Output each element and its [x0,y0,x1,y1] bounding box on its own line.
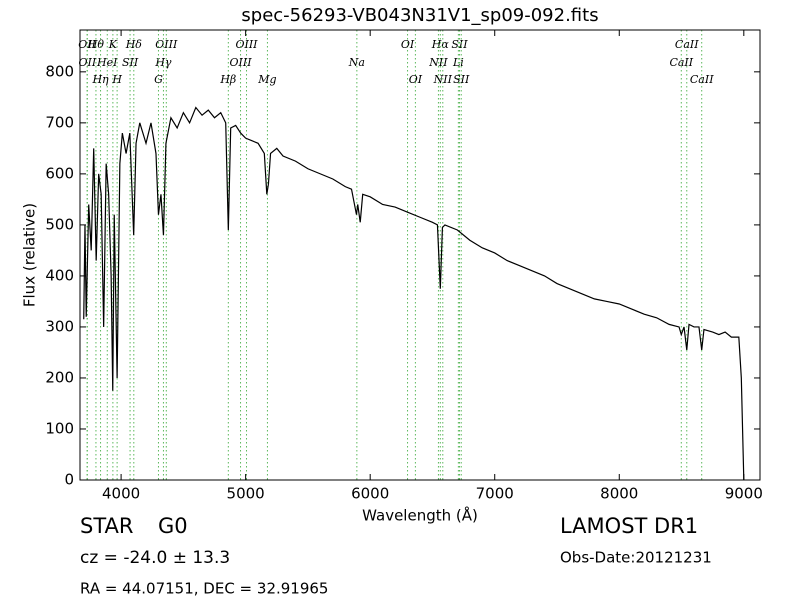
spectral-line-label: OI [409,73,423,86]
spectral-line-label: Hη [91,73,109,86]
spectral-line-label: OII [78,38,96,51]
x-tick-label: 6000 [351,485,389,503]
x-tick-label: 8000 [600,485,638,503]
redshift: cz = -24.0 ± 13.3 [80,548,230,568]
spectral-line-label: SII [122,56,139,69]
spectral-line-label: HeI [96,56,118,69]
x-tick-label: 4000 [102,485,140,503]
spectral-line-label: H [111,73,122,86]
x-tick-label: 7000 [476,485,514,503]
spectral-line-label: Hγ [154,56,172,69]
y-tick-label: 800 [45,62,74,80]
subclass: G0 [158,514,188,538]
y-tick-label: 500 [45,215,74,233]
spectral-line-label: Hθ [87,38,105,51]
spectral-line-label: CaII [675,38,699,51]
spectral-line-label: G [154,73,163,86]
spectral-line-label: CaII [690,73,714,86]
spectral-line-label: OIII [230,56,253,69]
y-tick-label: 300 [45,317,74,335]
spectral-line-label: Li [452,56,464,69]
spectral-line-label: Hα [431,38,450,51]
spectral-line-label: OIII [235,38,258,51]
y-tick-label: 600 [45,164,74,182]
spectral-line-label: NII [428,56,448,69]
spectral-line-label: Mg [257,73,276,86]
obs-date: Obs-Date:20121231 [560,549,712,567]
spectral-line-label: SII [451,38,468,51]
spectral-line-label: Hδ [125,38,143,51]
spectral-line-label: NII [433,73,453,86]
y-tick-label: 700 [45,113,74,131]
y-tick-label: 200 [45,368,74,386]
spectral-line-label: OIII [155,38,178,51]
object-class: STAR [80,514,133,538]
y-axis-label: Flux (relative) [21,203,39,307]
y-tick-label: 0 [64,471,74,489]
spectral-line-label: K [108,38,118,51]
spectral-line-label: CaII [669,56,693,69]
spectrum-line [83,106,745,481]
spectral-line-label: OII [78,56,96,69]
spectral-line-label: SII [453,73,470,86]
y-tick-label: 100 [45,419,74,437]
x-axis-label: Wavelength (Å) [362,506,478,525]
x-tick-label: 9000 [725,485,763,503]
x-tick-label: 5000 [227,485,265,503]
survey: LAMOST DR1 [560,514,698,538]
spectral-line-label: Na [348,56,365,69]
spectral-line-label: OI [401,38,415,51]
coords: RA = 44.07151, DEC = 32.91965 [80,580,328,598]
plot-frame [79,29,761,481]
spectral-line-label: Hβ [219,73,236,86]
y-tick-label: 400 [45,266,74,284]
chart-title: spec-56293-VB043N31V1_sp09-092.fits [241,5,598,26]
